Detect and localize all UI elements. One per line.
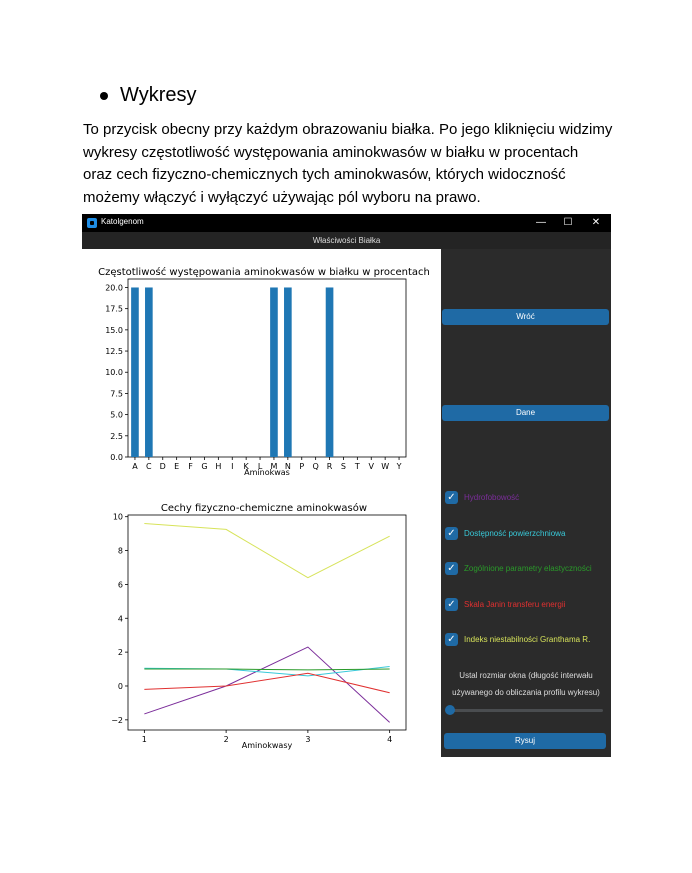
y-tick-label: 4 (118, 614, 123, 623)
x-tick-label: E (174, 462, 179, 471)
checkmark-icon[interactable]: ✓ (445, 632, 458, 646)
bar-M (270, 287, 278, 457)
bar-A (131, 287, 139, 457)
checkbox-label: Indeks niestabilności Granthama R. (464, 634, 591, 644)
data-button[interactable]: Dane (442, 405, 609, 421)
x-tick-label: Y (396, 462, 402, 471)
x-tick-label: I (231, 462, 233, 471)
checkbox-label: Zogólnione parametry elastyczności (464, 563, 592, 573)
close-button[interactable]: ✕ (591, 217, 601, 228)
paragraph-line: To przycisk obecny przy każdym obrazowan… (83, 121, 613, 138)
x-tick-label: 2 (224, 735, 229, 744)
y-tick-label: 0 (118, 682, 123, 691)
checkmark-icon[interactable]: ✓ (445, 490, 458, 504)
x-tick-label: D (160, 462, 166, 471)
sidebar: Wróć Dane ✓ Hydrofobowość ✓ Dostępność p… (441, 249, 611, 757)
x-tick-label: F (188, 462, 193, 471)
bullet-icon (100, 91, 108, 100)
y-tick-label: 7.5 (110, 389, 123, 398)
checkbox-janin-scale[interactable]: ✓ Skala Janin transferu energii (445, 596, 565, 612)
x-tick-label: W (381, 462, 389, 471)
x-tick-label: M (270, 462, 277, 471)
app-logo-icon (87, 218, 97, 228)
x-tick-label: Q (313, 462, 319, 471)
x-tick-label: G (201, 462, 207, 471)
bar-N (284, 287, 292, 457)
x-tick-label: K (244, 462, 250, 471)
x-tick-label: C (146, 462, 152, 471)
y-tick-label: 2.5 (110, 432, 123, 441)
x-tick-label: N (285, 462, 291, 471)
series-line-0 (144, 646, 390, 723)
x-tick-label: A (132, 462, 138, 471)
checkbox-label: Hydrofobowość (464, 492, 520, 502)
y-tick-label: 8 (118, 547, 123, 556)
x-tick-label: T (354, 462, 360, 471)
checkbox-hydrophobicity[interactable]: ✓ Hydrofobowość (445, 489, 519, 505)
frequency-bar-chart: Częstotliwość występowania aminokwasów w… (98, 266, 430, 477)
window-title: Katolgenom (101, 217, 144, 226)
window-size-slider[interactable] (449, 709, 603, 712)
x-tick-label: 3 (305, 735, 310, 744)
checkmark-icon[interactable]: ✓ (445, 526, 458, 540)
bar-chart-frame (127, 278, 407, 458)
y-tick-label: 6 (118, 580, 123, 589)
slider-handle[interactable] (445, 705, 455, 715)
view-title: Właściwości Białka (82, 232, 611, 249)
line-chart-frame (127, 514, 407, 731)
bar-C (145, 287, 153, 457)
line-chart-xlabel: Aminokwasy (242, 741, 293, 750)
plots-panel: Częstotliwość występowania aminokwasów w… (82, 249, 441, 757)
bar-chart-title: Częstotliwość występowania aminokwasów w… (98, 266, 430, 278)
bar-R (325, 287, 334, 457)
series-line-4 (144, 522, 390, 579)
y-tick-label: 12.5 (105, 347, 123, 356)
x-tick-label: L (258, 462, 263, 471)
x-tick-label: V (369, 462, 375, 471)
series-line-2 (144, 668, 390, 671)
x-tick-label: S (341, 462, 346, 471)
y-tick-label: 15.0 (105, 326, 123, 335)
checkmark-icon[interactable]: ✓ (445, 561, 458, 575)
paragraph-line: wykresy częstotliwość występowania amino… (83, 143, 579, 161)
y-tick-label: 10.0 (105, 368, 123, 377)
back-button[interactable]: Wróć (442, 309, 609, 325)
x-tick-label: R (327, 462, 333, 471)
y-tick-label: 20.0 (105, 283, 123, 292)
bar-chart-xlabel: Aminokwas (244, 468, 290, 477)
window-size-label-line: używanego do obliczania profilu wykresu) (452, 688, 600, 697)
minimize-button[interactable]: — (536, 217, 546, 228)
checkbox-grantham-index[interactable]: ✓ Indeks niestabilności Granthama R. (445, 631, 590, 647)
x-tick-label: H (215, 462, 221, 471)
y-tick-label: 17.5 (105, 305, 123, 314)
document-heading: Wykresy (100, 84, 196, 107)
paragraph-line: możemy włączyć i wyłączyć używając pól w… (83, 188, 481, 206)
document-paragraph: To przycisk obecny przy każdym obrazowan… (83, 119, 623, 209)
y-tick-label: −2 (111, 716, 123, 725)
draw-button[interactable]: Rysuj (444, 733, 606, 749)
y-tick-label: 2 (118, 648, 123, 657)
paragraph-line: oraz cech fizyczno-chemicznych tych amin… (83, 166, 566, 183)
y-tick-label: 0.0 (110, 453, 123, 462)
checkbox-surface-accessibility[interactable]: ✓ Dostępność powierzchniowa (445, 525, 565, 541)
physchem-line-chart: Cechy fizyczno-chemiczne aminokwasów 1 2 3… (111, 502, 407, 750)
series-line-1 (144, 666, 390, 677)
title-bar[interactable]: Katolgenom — ☐ ✕ (82, 214, 611, 232)
maximize-button[interactable]: ☐ (563, 217, 573, 228)
series-line-3 (144, 672, 390, 694)
x-tick-label: 4 (387, 735, 392, 744)
x-tick-label: P (299, 462, 304, 471)
x-tick-label: 1 (142, 735, 147, 744)
checkbox-flexibility[interactable]: ✓ Zogólnione parametry elastyczności (445, 560, 592, 576)
y-tick-label: 5.0 (110, 411, 123, 420)
heading-text: Wykresy (120, 84, 197, 106)
y-tick-label: 10 (113, 513, 123, 522)
checkbox-label: Skala Janin transferu energii (464, 599, 566, 609)
line-chart-title: Cechy fizyczno-chemiczne aminokwasów (161, 502, 367, 514)
window-size-label-line: Ustal rozmiar okna (długość interwału (459, 671, 593, 680)
app-window: Katolgenom — ☐ ✕ Właściwości Białka Częs… (82, 214, 611, 757)
charts-canvas: Częstotliwość występowania aminokwasów w… (98, 266, 430, 750)
checkbox-label: Dostępność powierzchniowa (464, 528, 566, 538)
checkmark-icon[interactable]: ✓ (445, 597, 458, 611)
